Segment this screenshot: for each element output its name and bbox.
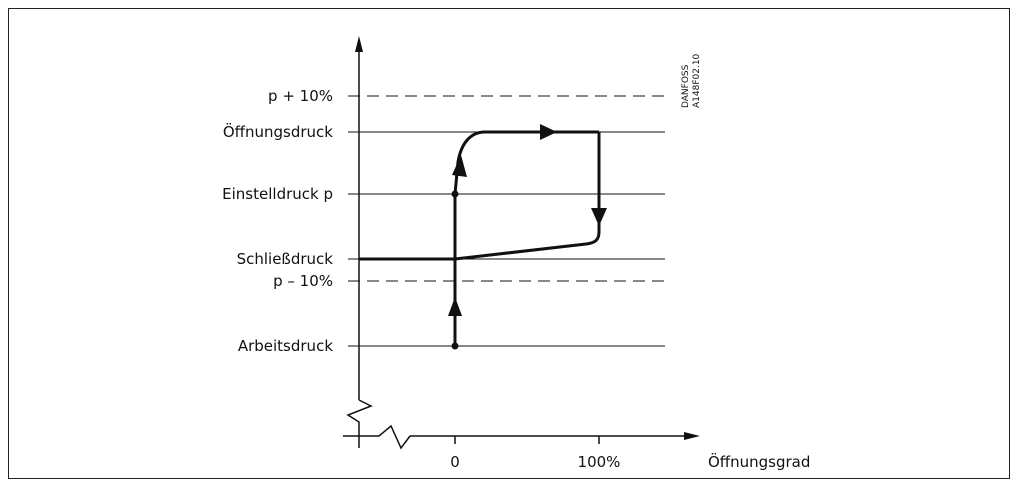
watermark: DANFOSS A148F02.10 xyxy=(681,53,702,108)
x-tick-label-100: 100% xyxy=(578,453,621,471)
arrow-up-lower xyxy=(448,297,462,316)
y-axis-arrowhead xyxy=(355,36,363,52)
x-axis-title: Öffnungsgrad xyxy=(708,452,810,471)
frame-border xyxy=(8,8,1010,479)
arrow-right-top xyxy=(540,124,557,140)
watermark-line2: A148F02.10 xyxy=(692,53,702,108)
label-p-plus-10: p + 10% xyxy=(268,87,333,105)
arrow-up-upper xyxy=(452,155,467,177)
x-axis-break xyxy=(343,424,411,450)
label-opening-pressure: Öffnungsdruck xyxy=(223,122,333,141)
x-tick-label-0: 0 xyxy=(450,453,460,471)
arrow-down-right xyxy=(591,208,607,226)
x-axis-arrowhead xyxy=(684,432,700,440)
label-p-minus-10: p – 10% xyxy=(273,272,333,290)
label-closing-pressure: Schließdruck xyxy=(237,250,334,268)
point-set xyxy=(451,190,459,198)
label-set-pressure: Einstelldruck p xyxy=(222,185,333,203)
watermark-line1: DANFOSS xyxy=(681,64,691,108)
y-axis-break xyxy=(346,399,373,448)
curve-opening-bend xyxy=(453,130,599,195)
curve-closing-drop xyxy=(359,132,601,261)
label-working-pressure: Arbeitsdruck xyxy=(238,337,333,355)
point-working xyxy=(451,342,459,350)
